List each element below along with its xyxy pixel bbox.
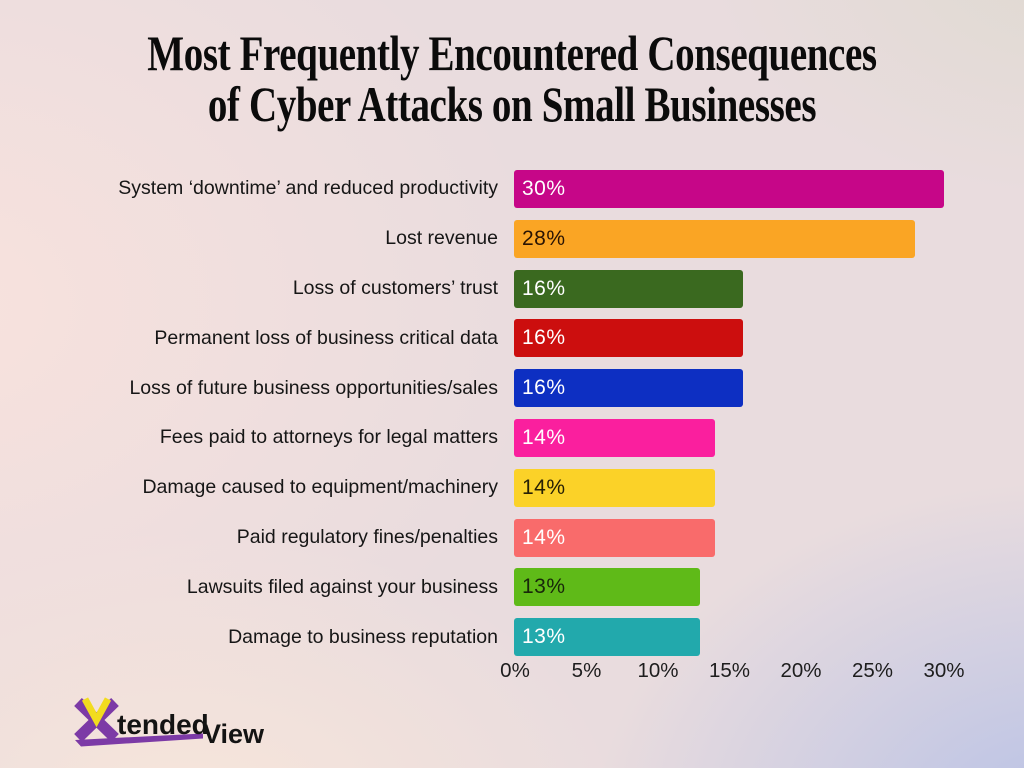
category-label: Lawsuits filed against your business: [186, 575, 498, 598]
logo-text-view: View: [203, 719, 265, 749]
category-label: Loss of customers’ trust: [292, 276, 498, 299]
logo-text-tended: tended: [117, 709, 209, 740]
bar: 16%: [514, 319, 744, 358]
category-label: Damage to business reputation: [228, 625, 498, 648]
category-label: Damage caused to equipment/machinery: [142, 476, 498, 499]
bar-chart: System ‘downtime’ and reduced productivi…: [0, 164, 1024, 662]
bar: 16%: [514, 269, 744, 308]
bar-row: Damage to business reputation 13%: [0, 612, 1024, 662]
bar: 28%: [514, 219, 916, 258]
x-tick: 15%: [708, 659, 751, 682]
bar: 14%: [514, 518, 715, 557]
bar-value-label: 16%: [522, 326, 566, 350]
logo-x-icon: [74, 697, 203, 747]
x-axis: 0% 5% 10% 15% 20% 25% 30%: [0, 659, 1024, 687]
category-label: Paid regulatory fines/penalties: [236, 525, 498, 548]
bar-value-label: 13%: [522, 575, 566, 599]
bar-value-label: 28%: [522, 226, 566, 250]
bar-row: Damage caused to equipment/machinery 14%: [0, 463, 1024, 513]
bar: 30%: [514, 170, 944, 208]
category-label: Permanent loss of business critical data: [154, 326, 498, 349]
logo-swoosh: [75, 733, 203, 747]
x-tick: 30%: [923, 659, 965, 682]
bar-row: Lost revenue 28%: [0, 214, 1024, 264]
bar-row: System ‘downtime’ and reduced productivi…: [0, 164, 1024, 214]
category-label: Loss of future business opportunities/sa…: [129, 376, 498, 399]
x-tick: 0%: [500, 659, 530, 682]
x-tick: 25%: [851, 659, 894, 682]
bar-value-label: 13%: [522, 625, 566, 649]
bar: 14%: [514, 468, 715, 507]
bar-value-label: 14%: [522, 425, 566, 449]
category-label: Lost revenue: [385, 227, 498, 250]
bar-value-label: 30%: [522, 177, 566, 200]
bar-row: Loss of future business opportunities/sa…: [0, 363, 1024, 413]
bar: 13%: [514, 618, 701, 657]
x-tick: 5%: [571, 659, 602, 682]
bar-row: Permanent loss of business critical data…: [0, 313, 1024, 363]
bar: 14%: [514, 418, 715, 457]
bar-value-label: 16%: [522, 376, 566, 400]
category-label: System ‘downtime’ and reduced productivi…: [118, 177, 498, 200]
bar-value-label: 16%: [522, 276, 566, 300]
bar-value-label: 14%: [522, 525, 566, 549]
chart-title-line-1: Most Frequently Encountered Consequences: [147, 25, 877, 81]
bar: 16%: [514, 369, 744, 408]
chart-title: Most Frequently Encountered Consequences…: [113, 28, 912, 130]
chart-title-line-2: of Cyber Attacks on Small Businesses: [207, 76, 817, 132]
bar-row: Paid regulatory fines/penalties 14%: [0, 513, 1024, 563]
bar: 13%: [514, 568, 701, 607]
bar-row: Loss of customers’ trust 16%: [0, 264, 1024, 314]
bar-row: Fees paid to attorneys for legal matters…: [0, 413, 1024, 463]
xtendedview-logo: tended View: [74, 697, 265, 749]
x-tick: 10%: [637, 659, 679, 682]
x-tick: 20%: [780, 659, 822, 682]
bar-row: Lawsuits filed against your business 13%: [0, 562, 1024, 612]
category-label: Fees paid to attorneys for legal matters: [159, 426, 498, 449]
bar-value-label: 14%: [522, 475, 566, 499]
logo-yellow-v: [81, 697, 112, 728]
